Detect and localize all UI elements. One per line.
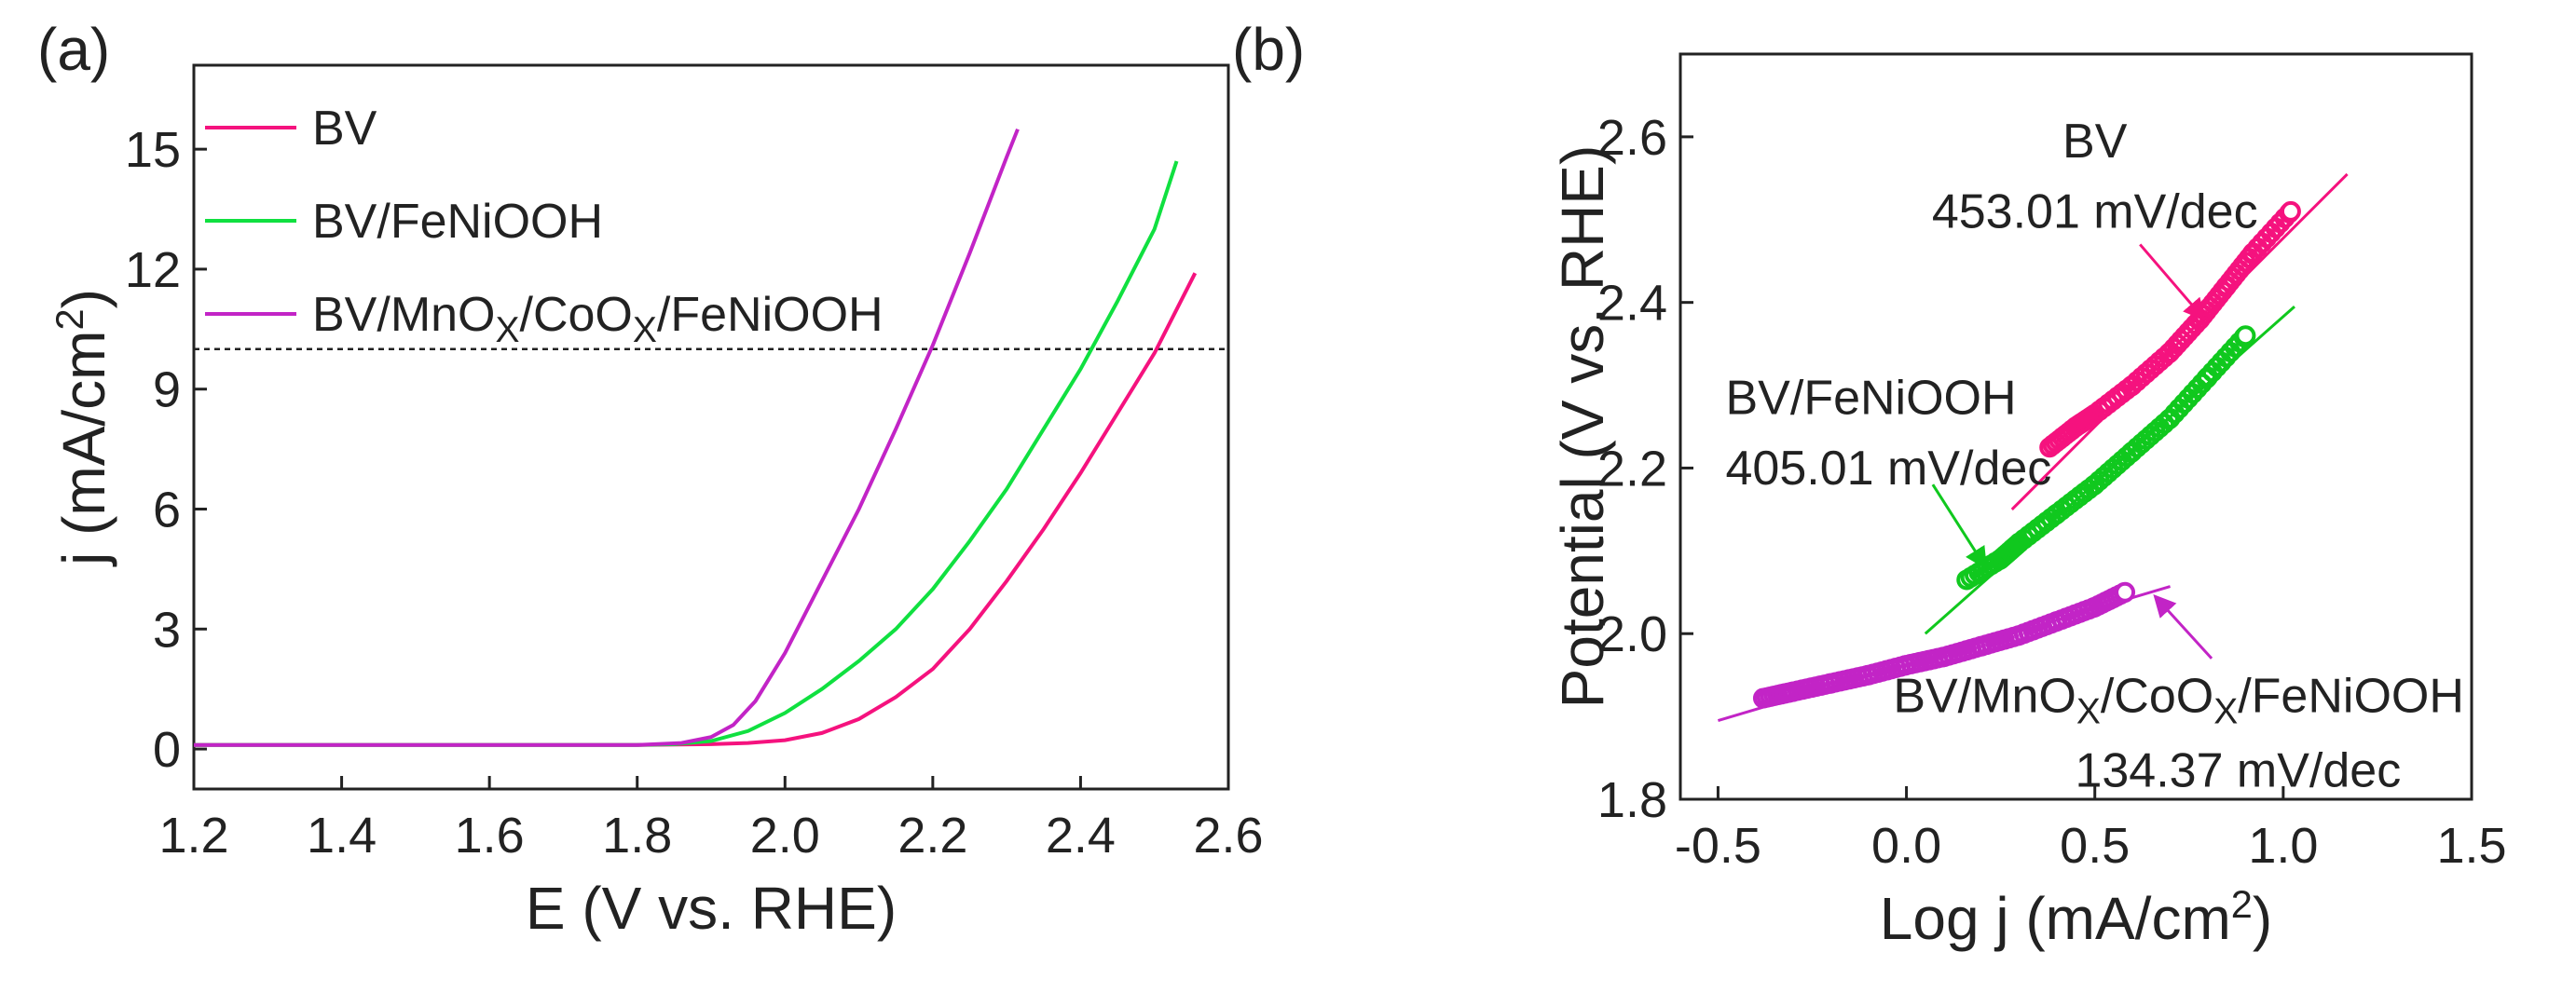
x-tick-label: -0.5 (1675, 818, 1761, 874)
x-tick-label: 2.6 (1193, 808, 1263, 864)
y-axis-title: j (mA/cm2) (48, 289, 118, 567)
series-line-2 (194, 128, 1020, 747)
y-tick-label: 2.4 (1597, 276, 1667, 332)
y-tick-label: 2.0 (1597, 606, 1667, 662)
x-tick-label: 2.2 (897, 808, 967, 864)
data-point (2235, 325, 2256, 347)
y-tick-label: 15 (125, 122, 181, 178)
x-tick-label: 0.0 (1871, 818, 1941, 874)
panel-a-lsv-chart: 1.2 1.4 1.6 1.8 2.0 2.2 2.4 2.6 0 3 6 9 12 15 E (V vs.… (37, 16, 1264, 942)
y-tick-label: 0 (153, 722, 181, 778)
y-tick-label: 2.6 (1597, 110, 1667, 166)
y-tick-label: 12 (125, 242, 181, 298)
plot-frame (192, 63, 1230, 791)
x-tick-label: 1.6 (455, 808, 525, 864)
x-tick-label: 1.2 (158, 808, 228, 864)
annotation-tafel-slope: 453.01 mV/dec (1932, 185, 2258, 239)
annotation-series-name: BV (2062, 115, 2128, 169)
panel-label: (b) (1232, 16, 1305, 83)
x-tick-label: 1.8 (602, 808, 672, 864)
annotation-arrow (2139, 243, 2206, 321)
y-tick-label: 9 (153, 362, 181, 418)
y-tick-label: 2.2 (1597, 441, 1667, 496)
annotation-series-name: BV/FeNiOOH (1726, 372, 2017, 426)
annotation-series-name: BV/MnOX/CoOX/FeNiOOH (1893, 670, 2464, 732)
data-point (2280, 200, 2301, 222)
x-tick-label: 1.0 (2248, 818, 2318, 874)
annotation-tafel-slope: 405.01 mV/dec (1726, 442, 2052, 496)
y-tick-label: 3 (153, 602, 181, 658)
x-tick-label: 1.4 (307, 808, 377, 864)
plot-frame (1679, 52, 2473, 801)
x-tick-label: 1.5 (2436, 818, 2506, 874)
annotation-tafel-slope: 134.37 mV/dec (2075, 744, 2401, 798)
panel-label: (a) (37, 16, 110, 83)
y-tick-label: 1.8 (1597, 772, 1667, 828)
panel-b-tafel-chart: -0.5 0.0 0.5 1.0 1.5 1.8 2.0 2.2 2.4 2.6 Log j (mA… (1232, 16, 2507, 952)
series-line-1 (194, 160, 1179, 747)
data-point (2115, 581, 2136, 603)
x-axis-title: E (V vs. RHE) (526, 875, 897, 942)
x-tick-label: 2.0 (750, 808, 820, 864)
x-tick-label: 0.5 (2060, 818, 2130, 874)
y-tick-label: 6 (153, 483, 181, 538)
annotation-arrow (1931, 483, 1988, 570)
annotation-arrow (2153, 594, 2213, 660)
legend-label: BV (312, 102, 377, 156)
x-tick-label: 2.4 (1046, 808, 1116, 864)
legend-label: BV/FeNiOOH (312, 195, 603, 249)
y-axis-title: Potential (V vs. RHE) (1549, 145, 1616, 709)
x-axis-title: Log j (mA/cm2) (1880, 882, 2272, 953)
series-line-0 (194, 272, 1198, 747)
legend-label: BV/MnOX/CoOX/FeNiOOH (312, 288, 884, 350)
